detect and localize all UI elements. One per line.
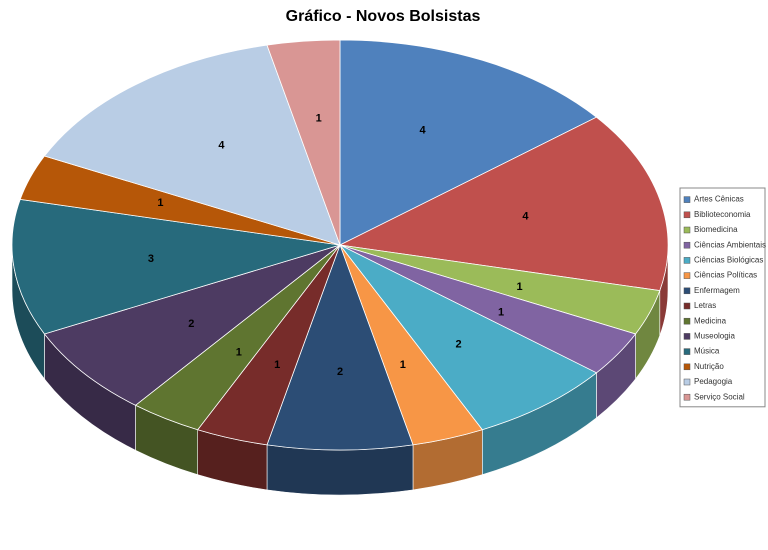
- legend-swatch: [683, 211, 691, 219]
- legend-label: Biomedicina: [694, 225, 738, 234]
- legend-swatch: [683, 333, 691, 340]
- data-label: 3: [148, 253, 154, 265]
- legend-swatch: [683, 272, 691, 279]
- slice-side: [266, 444, 414, 496]
- legend-label: Ciências Ambientais: [694, 240, 766, 249]
- data-label: 1: [316, 113, 322, 125]
- slice: [43, 244, 341, 406]
- legend-swatch: [683, 348, 691, 355]
- slice: [266, 243, 414, 451]
- slice: [266, 39, 341, 246]
- legend-swatch: [683, 378, 691, 386]
- data-label: 4: [419, 124, 426, 136]
- legend-box: [679, 187, 766, 408]
- data-label: 1: [157, 197, 163, 209]
- legend-label: Letras: [694, 301, 716, 310]
- data-label: 1: [517, 281, 523, 293]
- slice: [11, 198, 341, 335]
- legend-label: Medicina: [694, 316, 727, 325]
- legend-swatch: [683, 393, 691, 401]
- legend-swatch: [683, 241, 691, 249]
- legend-swatch: [683, 257, 691, 264]
- legend-label: Artes Cênicas: [694, 195, 744, 204]
- data-label: 1: [236, 347, 242, 359]
- legend-label: Ciências Políticas: [694, 271, 757, 280]
- legend-label: Museologia: [694, 332, 735, 341]
- legend-swatch: [683, 317, 691, 325]
- data-label: 4: [522, 211, 529, 223]
- slice: [339, 39, 598, 246]
- slice: [43, 44, 341, 246]
- legend-swatch: [683, 196, 691, 203]
- legend-swatch: [683, 226, 691, 234]
- data-label: 1: [400, 359, 406, 371]
- data-label: 2: [337, 366, 343, 378]
- data-label: 2: [188, 318, 194, 330]
- data-label: 4: [218, 140, 225, 152]
- legend-label: Pedagogia: [694, 377, 733, 386]
- slice: [339, 244, 598, 431]
- legend-swatch: [683, 287, 691, 295]
- legend-label: Serviço Social: [694, 392, 745, 401]
- data-label: 1: [274, 359, 280, 371]
- legend-label: Nutrição: [694, 362, 724, 371]
- legend-label: Biblioteconomia: [694, 210, 751, 219]
- legend-label: Enfermagem: [694, 286, 740, 295]
- legend-swatch: [683, 363, 691, 371]
- legend-label: Ciências Biológicas: [694, 256, 763, 265]
- chart-title: Gráfico - Novos Bolsistas: [286, 8, 481, 25]
- data-label: 2: [456, 338, 462, 350]
- legend-label: Música: [694, 347, 720, 356]
- data-label: 1: [498, 307, 504, 319]
- slice: [338, 116, 669, 292]
- legend-swatch: [683, 302, 691, 310]
